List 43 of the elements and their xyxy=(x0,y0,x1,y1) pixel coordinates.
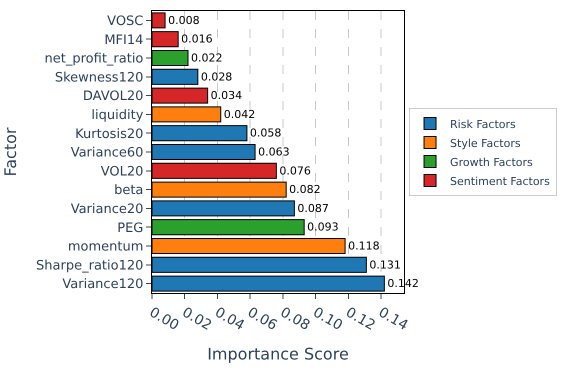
data-label: 0.058 xyxy=(250,126,282,140)
x-tick-label: 0.06 xyxy=(244,304,280,334)
y-tick-label: MFI14 xyxy=(104,32,144,48)
x-tick-label: 0.04 xyxy=(212,304,248,334)
data-label: 0.016 xyxy=(181,32,213,46)
y-tick-label: Skewness120 xyxy=(54,70,144,86)
x-tick-label: 0.00 xyxy=(146,304,182,334)
data-label: 0.028 xyxy=(200,70,232,84)
legend-label: Risk Factors xyxy=(450,118,516,131)
data-label: 0.034 xyxy=(210,89,242,102)
legend-label: Sentiment Factors xyxy=(450,174,550,188)
y-tick-label: beta xyxy=(114,183,144,198)
x-tick-label: 0.12 xyxy=(342,304,378,334)
data-label: 0.131 xyxy=(369,258,401,272)
data-label: 0.042 xyxy=(224,108,256,121)
y-tick-label: liquidity xyxy=(91,108,144,123)
data-label: 0.063 xyxy=(258,146,290,158)
y-tick-label: Variance20 xyxy=(70,202,144,217)
data-label: 0.087 xyxy=(297,202,329,215)
data-label: 0.076 xyxy=(279,164,311,178)
y-tick-label: VOSC xyxy=(107,14,144,29)
data-label: 0.093 xyxy=(307,220,339,234)
y-tick-label: Variance60 xyxy=(70,146,144,161)
y-tick-label: net_profit_ratio xyxy=(44,52,144,67)
legend-label: Style Factors xyxy=(450,136,521,150)
legend-label: Growth Factors xyxy=(450,156,534,169)
y-tick-label: Variance120 xyxy=(62,277,144,292)
x-tick-label: 0.02 xyxy=(179,304,214,334)
y-tick-label: PEG xyxy=(117,220,144,236)
x-tick-label: 0.08 xyxy=(277,304,312,334)
data-label: 0.082 xyxy=(289,183,321,196)
x-axis-title: Importance Score xyxy=(207,344,349,364)
x-tick-label: 0.14 xyxy=(376,304,411,334)
y-tick-label: Sharpe_ratio120 xyxy=(36,258,144,274)
x-tick-label: 0.10 xyxy=(310,304,346,334)
y-tick-label: momentum xyxy=(68,240,144,255)
data-label: 0.008 xyxy=(168,14,200,27)
data-label: 0.118 xyxy=(348,240,380,252)
data-label: 0.022 xyxy=(191,52,222,64)
y-tick-label: VOL20 xyxy=(100,164,144,180)
y-axis-title: Factor xyxy=(0,127,20,176)
y-tick-label: DAVOL20 xyxy=(82,89,144,104)
y-tick-label: Kurtosis20 xyxy=(75,126,144,142)
